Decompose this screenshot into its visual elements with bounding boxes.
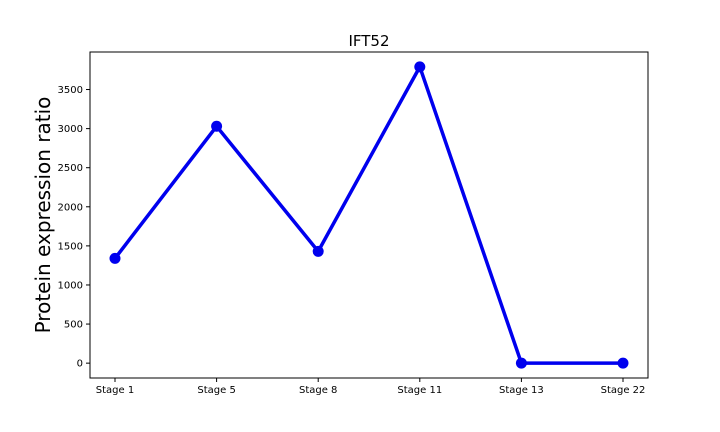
series-line [113,62,623,365]
data-point-marker [515,357,527,369]
y-tick-label: 2500 [58,163,83,174]
y-tick-label: 1000 [58,280,83,291]
data-point-marker [312,245,324,257]
plot-area-frame [89,51,649,379]
x-tick-label: Stage 8 [299,385,337,396]
x-tick-label: Stage 5 [197,385,235,396]
y-tick-label: 0 [77,359,83,370]
series-layer [109,61,629,369]
data-point-marker [414,61,426,73]
chart-title: IFT52 [348,32,389,50]
x-tick-label: Stage 22 [601,385,646,396]
y-axis-label: Protein expression ratio [31,97,55,334]
data-point-marker [211,120,223,132]
y-axis-ticks: 0 500 1000 1500 2000 2500 3000 3500 [58,85,90,370]
x-tick-label: Stage 11 [397,385,442,396]
data-point-marker [617,357,629,369]
data-point-marker [109,252,121,264]
x-tick-label: Stage 1 [96,385,134,396]
y-tick-label: 3500 [58,85,83,96]
x-axis-ticks: Stage 1 Stage 5 Stage 8 Stage 11 Stage 13 Sta… [96,378,646,396]
x-tick-label: Stage 13 [499,385,544,396]
y-tick-label: 2000 [58,202,83,213]
y-tick-label: 1500 [58,241,83,252]
y-tick-label: 3000 [58,124,83,135]
y-tick-label: 500 [64,320,83,331]
